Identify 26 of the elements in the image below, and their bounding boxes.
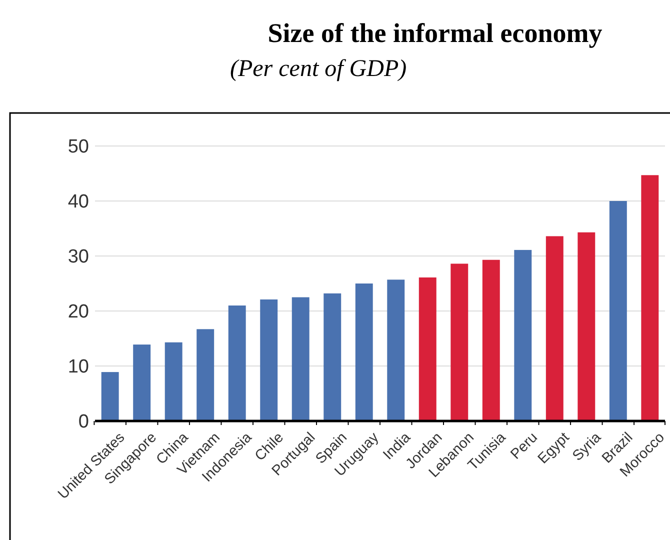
bar: [450, 264, 468, 421]
bar: [292, 297, 310, 421]
bar: [101, 372, 119, 421]
chart-title: Size of the informal economy: [268, 18, 603, 48]
y-tick-label: 50: [68, 136, 89, 158]
bar: [228, 306, 246, 421]
y-tick-label: 40: [68, 192, 89, 213]
y-tick-label: 10: [68, 356, 89, 378]
chart-subtitle: (Per cent of GDP): [230, 56, 407, 82]
bar: [418, 277, 436, 421]
y-tick-label: 20: [68, 302, 89, 323]
bar: [387, 280, 405, 421]
bar: [514, 250, 532, 421]
bar: [164, 342, 182, 421]
bar: [133, 344, 151, 421]
bar: [324, 293, 342, 421]
bar: [196, 329, 214, 421]
bar: [609, 201, 627, 421]
bar: [260, 299, 278, 421]
y-tick-label: 0: [78, 412, 89, 433]
bar: [546, 236, 564, 421]
bar: [641, 175, 659, 421]
y-tick-label: 30: [68, 246, 89, 268]
bar: [355, 284, 373, 421]
bar: [578, 232, 596, 421]
bar: [482, 260, 500, 421]
